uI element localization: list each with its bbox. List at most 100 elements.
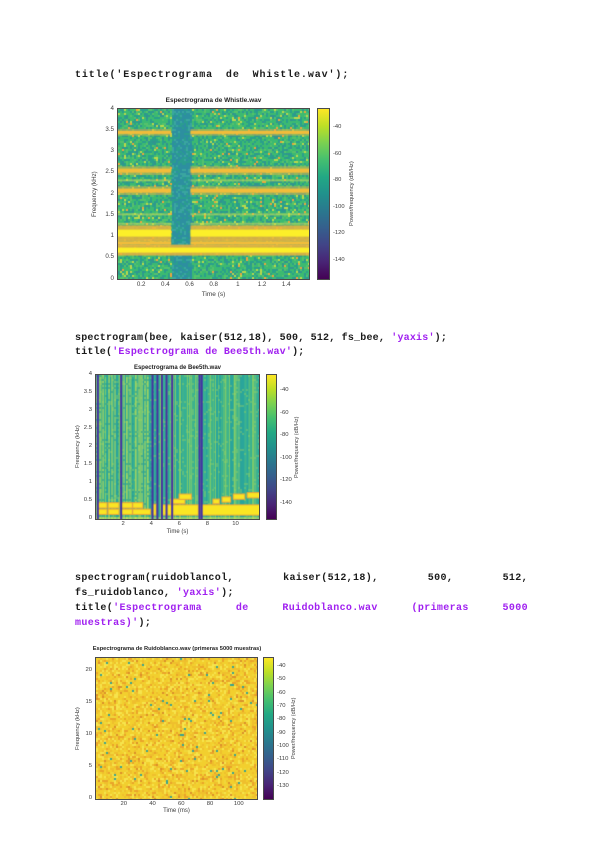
code-token: title('Espectrograma: [75, 603, 203, 614]
y-tick-label: 5: [88, 762, 92, 769]
x-tick-label: 4: [149, 521, 153, 527]
y-tick-label: 3: [110, 147, 114, 154]
colorbar-gradient: [317, 108, 330, 280]
y-tick-label: 2: [110, 189, 114, 197]
x-tick-label: 10: [232, 521, 239, 527]
figure-espectrograma-bee5th: Espectrograma de Bee5th.wav Frequency (k…: [75, 365, 320, 542]
y-tick-label: 0: [88, 794, 92, 801]
colorbar-tick-label: -50: [277, 676, 286, 683]
colorbar-tick-label: -80: [333, 177, 342, 184]
code-block-spectrogram-ruidoblanco: spectrogram(ruidoblancol, kaiser(512,18),…: [75, 571, 528, 631]
spectrogram-heatmap: [95, 374, 260, 520]
colorbar-tick-label: -70: [277, 702, 286, 709]
figure-espectrograma-ruidoblanco: Espectrograma de Ruidoblanco.wav (primer…: [75, 645, 320, 822]
x-tick-label: 0.4: [161, 281, 170, 288]
code-token: Ruidoblanco.wav: [282, 603, 378, 614]
colorbar-tick-label: -140: [333, 256, 345, 263]
x-tick-label: 0.2: [136, 281, 146, 288]
y-tick-label: 4: [110, 104, 114, 112]
y-axis-label: Frequency (kHz): [75, 707, 81, 750]
x-tick-label: 1.2: [257, 281, 267, 288]
y-tick-label: 10: [85, 730, 92, 737]
y-tick-label: 0.5: [105, 253, 114, 261]
colorbar-tick-label: -80: [280, 432, 289, 439]
x-tick-label: 1: [236, 281, 240, 288]
spectrogram-canvas: [96, 375, 259, 519]
x-axis-label: Time (s): [201, 291, 226, 298]
code-token: de: [235, 603, 249, 614]
x-tick-label: 0.8: [209, 281, 218, 288]
code-line: title('Espectrograma de Ruidoblanco.wav (pr…: [75, 601, 528, 616]
colorbar-gradient: [263, 657, 274, 800]
x-tick-label: 1.4: [281, 281, 291, 288]
y-tick-label: 2.5: [105, 168, 114, 176]
figure-espectrograma-whistle: Espectrograma de Whistle.wav Frequency (…: [85, 96, 380, 310]
y-tick-label: 3: [88, 406, 92, 413]
y-tick-label: 3.5: [105, 125, 114, 133]
y-tick-label: 0: [110, 274, 114, 282]
colorbar-tick-label: -40: [280, 387, 289, 394]
x-axis-label: Time (ms): [163, 808, 190, 814]
y-tick-label: 2: [88, 442, 92, 449]
x-tick-label: 6: [177, 521, 181, 527]
y-tick-label: 20: [85, 666, 92, 673]
y-tick-label: 15: [85, 698, 92, 705]
x-tick-label: 0.6: [185, 281, 194, 288]
y-tick-label: 1.5: [83, 460, 92, 467]
code-line: fs_ruidoblanco, 'yaxis');: [75, 586, 528, 601]
y-tick-label: 3.5: [83, 388, 92, 395]
colorbar-tick-label: -60: [277, 689, 286, 696]
colorbar-gradient: [266, 374, 277, 520]
x-axis-label: Time (s): [166, 529, 189, 535]
code-line: muestras)');: [75, 616, 528, 631]
colorbar-label: Power/frequency (dB/Hz): [291, 697, 297, 760]
colorbar-tick-label: -90: [277, 729, 286, 736]
colorbar-tick-label: -110: [277, 756, 289, 763]
code-line: spectrogram(ruidoblancol, kaiser(512,18),…: [75, 571, 528, 586]
colorbar-tick-label: -130: [277, 783, 289, 790]
x-tick-label: 2: [121, 521, 125, 527]
x-tick-label: 100: [233, 801, 244, 807]
code-token: 512,: [502, 573, 528, 584]
code-block-spectrogram-bee: spectrogram(bee, kaiser(512,18), 500, 51…: [75, 332, 528, 360]
code-token: (primeras: [411, 603, 469, 614]
colorbar-tick-label: -100: [280, 454, 292, 461]
spectrogram-canvas: [96, 658, 257, 799]
x-tick-label: 8: [205, 521, 210, 527]
code-token: fs_ruidoblanco, 'yaxis');: [75, 588, 234, 599]
y-tick-label: 1: [88, 478, 92, 485]
colorbar-label: Power/frequency (dB/Hz): [294, 416, 300, 478]
colorbar-tick-label: -120: [280, 477, 292, 484]
code-token: spectrogram(bee, kaiser(512,18), 500, 51…: [75, 333, 448, 344]
code-token: title('Espectrograma de Whistle.wav');: [75, 70, 350, 81]
x-tick-label: 80: [206, 801, 214, 807]
colorbar-tick-label: -60: [333, 150, 342, 157]
colorbar-tick-label: -40: [277, 662, 286, 669]
colorbar-tick-label: -100: [333, 203, 345, 210]
spectrogram-heatmap: [95, 657, 258, 800]
colorbar-label: Power/frequency (dB/Hz): [349, 161, 355, 227]
code-line: spectrogram(bee, kaiser(512,18), 500, 51…: [75, 332, 528, 346]
code-token: kaiser(512,18),: [283, 573, 379, 584]
figure-title: Espectrograma de Whistle.wav: [165, 97, 262, 104]
code-token: 5000: [502, 603, 528, 614]
colorbar-tick-label: -120: [333, 230, 345, 237]
colorbar-tick-label: -40: [333, 124, 342, 131]
code-token: muestras)');: [75, 618, 152, 629]
colorbar-tick-label: -140: [280, 499, 292, 506]
colorbar-tick-label: -80: [277, 716, 286, 723]
code-block-title-whistle: title('Espectrograma de Whistle.wav');: [75, 70, 528, 81]
x-tick-label: 20: [120, 801, 128, 807]
y-tick-label: 2.5: [83, 424, 92, 431]
y-tick-label: 1: [110, 232, 114, 239]
code-line: title('Espectrograma de Whistle.wav');: [75, 70, 528, 81]
colorbar-tick-label: -60: [280, 409, 289, 416]
colorbar-tick-label: -100: [277, 743, 289, 750]
y-tick-label: 0.5: [83, 496, 92, 503]
figure-title: Espectrograma de Bee5th.wav: [133, 365, 222, 371]
code-token: title('Espectrograma de Bee5th.wav');: [75, 347, 305, 358]
code-line: title('Espectrograma de Bee5th.wav');: [75, 346, 528, 360]
x-tick-label: 40: [149, 801, 156, 807]
colorbar-tick-label: -120: [277, 769, 289, 776]
